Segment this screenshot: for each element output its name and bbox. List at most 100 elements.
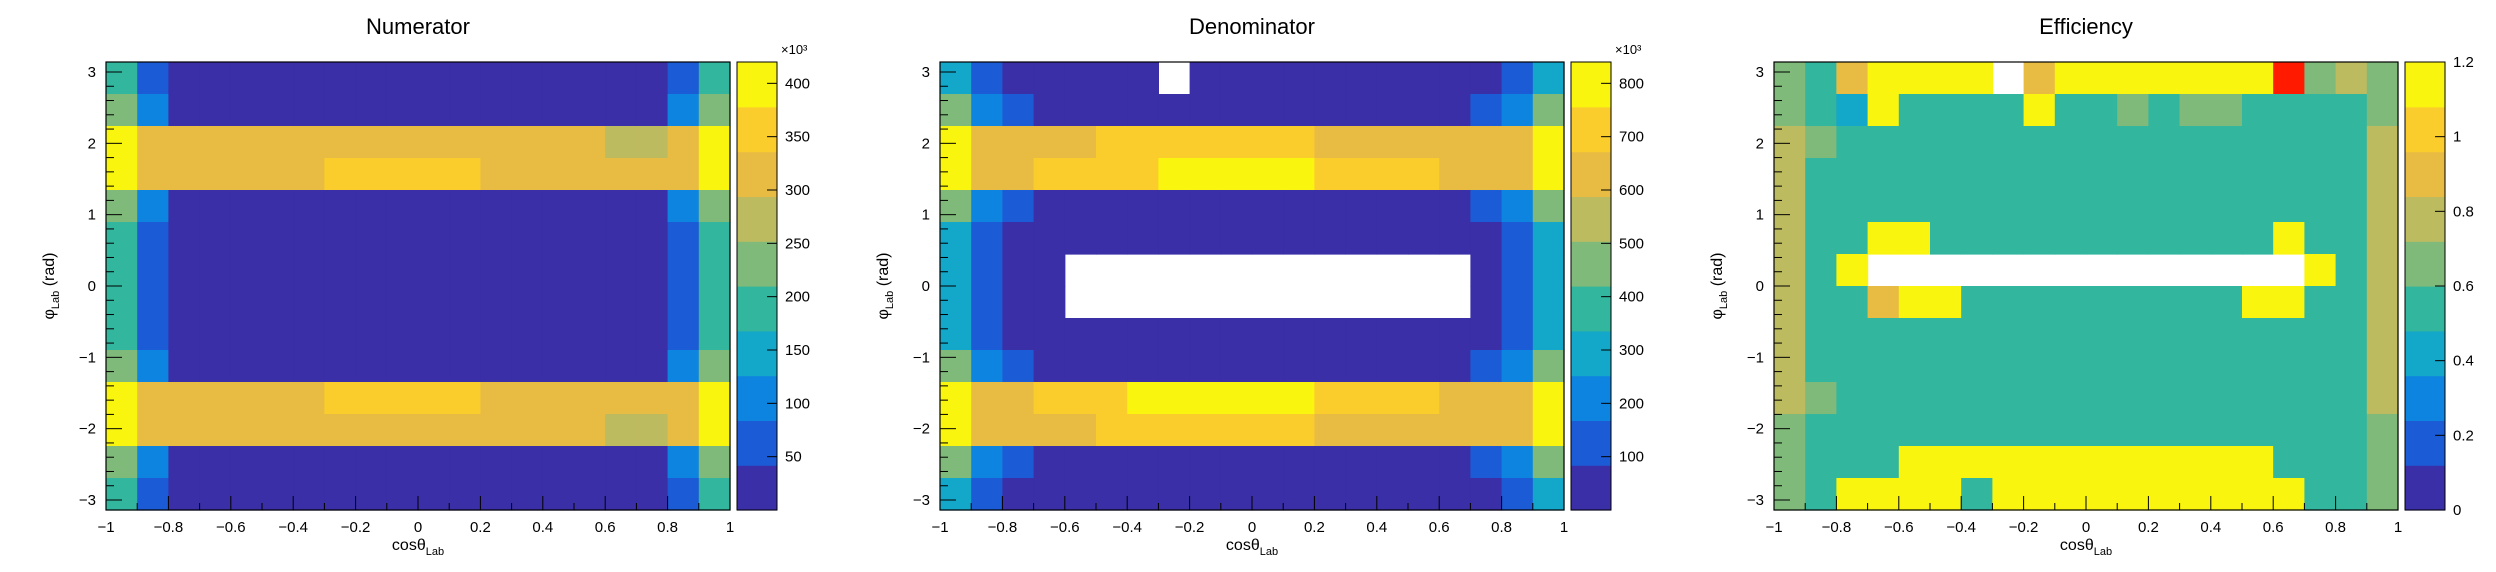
heatmap-cell (2242, 126, 2274, 159)
heatmap-cell (2086, 158, 2118, 191)
heatmap-cell (1867, 94, 1900, 127)
heatmap-cell (1002, 382, 1035, 415)
heatmap-cell (355, 158, 388, 191)
heatmap-cell (1532, 318, 1565, 351)
heatmap-cell (449, 222, 481, 255)
y-tick-label: 1 (1756, 207, 1764, 224)
heatmap-cell (324, 414, 357, 447)
heatmap-cell (1532, 350, 1565, 383)
heatmap-cell (1064, 446, 1097, 479)
heatmap-cell (511, 318, 544, 351)
heatmap-cell (1220, 414, 1253, 447)
heatmap-cell (1033, 318, 1066, 351)
heatmap-cell (230, 446, 263, 479)
heatmap-cell (1532, 222, 1565, 255)
x-tick-label: 0.8 (2325, 519, 2346, 536)
heatmap-cell (2304, 190, 2337, 223)
heatmap-cell (2304, 414, 2337, 447)
heatmap-cell (1408, 318, 1440, 351)
heatmap-cell (230, 254, 263, 287)
heatmap-cell (230, 478, 263, 511)
colorbar-segment (737, 196, 777, 242)
heatmap-cell (1439, 414, 1471, 447)
heatmap-cell (1158, 126, 1191, 159)
heatmap-cell (2210, 62, 2243, 95)
colorbar-segment (737, 420, 777, 466)
heatmap-cell (2273, 126, 2305, 159)
heatmap-cell (1345, 414, 1378, 447)
heatmap-cell (574, 254, 606, 287)
heatmap-cell (1345, 318, 1378, 351)
heatmap-cell (2023, 126, 2056, 159)
heatmap-cell (1002, 190, 1035, 223)
heatmap-cell (2210, 414, 2243, 447)
heatmap-cell (418, 158, 450, 191)
heatmap-cell (480, 478, 513, 511)
y-tick-label: 2 (1756, 135, 1764, 152)
x-axis-label: cosθLab (392, 537, 444, 558)
x-tick-label: 0.4 (2200, 519, 2221, 536)
y-tick-label: 2 (88, 135, 96, 152)
heatmap-cell (2054, 318, 2087, 351)
heatmap-cell (2117, 126, 2149, 159)
heatmap-cell (199, 446, 232, 479)
heatmap-cell (2273, 414, 2305, 447)
heatmap-cell (2366, 446, 2399, 479)
heatmap-cell (1774, 478, 1806, 511)
heatmap-cell (2304, 222, 2337, 255)
heatmap-cell (480, 254, 513, 287)
heatmap-cell (1774, 94, 1806, 127)
heatmap-cell (1439, 478, 1471, 511)
y-tick-label: −1 (79, 349, 96, 366)
heatmap-cell (1470, 158, 1503, 191)
colorbar-tick-label: 150 (785, 342, 810, 359)
heatmap-cell (574, 222, 606, 255)
heatmap-cell (1283, 350, 1315, 383)
colorbar-segment (737, 465, 777, 511)
heatmap-cell (480, 190, 513, 223)
heatmap-cell (1252, 62, 1284, 95)
heatmap-cell (1930, 350, 1962, 383)
heatmap-cell (1314, 62, 1347, 95)
heatmap-cell (1002, 126, 1035, 159)
heatmap-cell (542, 478, 575, 511)
colorbar-segment (737, 106, 777, 153)
colorbar-tick-label: 0.6 (2453, 278, 2474, 295)
heatmap-cell (1314, 446, 1347, 479)
heatmap-cell (199, 222, 232, 255)
heatmap-cell (2242, 478, 2274, 511)
heatmap-cell (1033, 158, 1066, 191)
heatmap-cell (2054, 446, 2087, 479)
heatmap-cell (262, 478, 294, 511)
heatmap-cell (698, 318, 731, 351)
heatmap-cell (667, 318, 700, 351)
heatmap-cell (1252, 350, 1284, 383)
heatmap-cell (1532, 254, 1565, 287)
heatmap-cell (1501, 94, 1534, 127)
heatmap-cell (1867, 414, 1900, 447)
heatmap-cell (2148, 94, 2181, 127)
heatmap-cell (230, 222, 263, 255)
heatmap-cell (137, 478, 169, 511)
heatmap-cell (293, 222, 325, 255)
x-tick-label: −0.4 (1112, 519, 1142, 536)
heatmap-cell (137, 126, 169, 159)
heatmap-cell (1158, 350, 1191, 383)
heatmap-cell (1836, 222, 1869, 255)
heatmap-cell (1314, 318, 1347, 351)
heatmap-cell (480, 446, 513, 479)
heatmap-cell (355, 414, 388, 447)
heatmap-cell (230, 414, 263, 447)
heatmap-cell (2304, 126, 2337, 159)
heatmap-cell (1033, 286, 1066, 319)
y-tick-label: 0 (88, 278, 96, 295)
heatmap-cell (971, 254, 1003, 287)
heatmap-cell (480, 350, 513, 383)
heatmap-cell (2054, 222, 2087, 255)
heatmap-cell (1836, 254, 1869, 287)
heatmap-cell (1189, 478, 1222, 511)
heatmap-cell (2179, 126, 2212, 159)
heatmap-cell (1220, 382, 1253, 415)
x-tick-label: −1 (1765, 519, 1782, 536)
heatmap-cell (2210, 222, 2243, 255)
